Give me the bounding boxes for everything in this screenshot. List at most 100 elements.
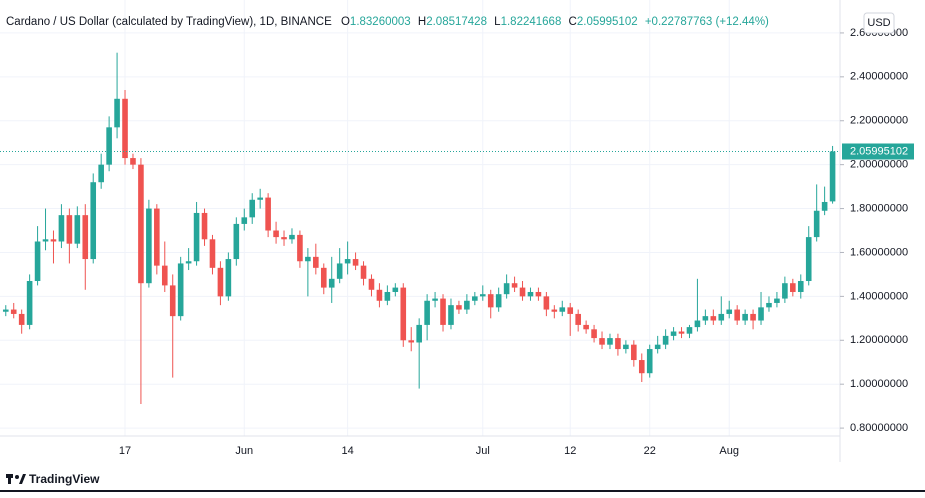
y-tick-label: 2.20000000 [850,115,908,127]
candle-body [646,349,653,374]
candle-body [742,313,748,321]
candle-body [662,335,669,345]
candle-body [726,309,733,314]
candle-body [670,331,677,336]
candle-body [575,313,581,325]
last-price-label: 2.05995102 [850,145,908,157]
candle-body [177,263,184,317]
candle-body [543,296,550,310]
candle-body [718,313,725,321]
candle-body [392,287,399,292]
candle-body [400,287,407,341]
candle-body [360,265,367,279]
candle-body [193,212,200,262]
y-tick-label: 0.80000000 [850,422,908,434]
candle-body [368,278,375,290]
candle-body [527,291,534,297]
candle-body [344,259,351,264]
y-tick-label: 1.20000000 [850,334,908,346]
candle-body [18,313,25,325]
candle-body [432,298,438,301]
candle-body [376,289,383,301]
ohlc-label: H [418,16,426,28]
candle-body [98,164,104,183]
x-tick-label: 14 [342,445,354,457]
x-tick-label: 12 [564,445,576,457]
candle-body [328,278,335,288]
candle-body [694,320,701,328]
candle-body [305,256,311,262]
currency-box[interactable] [863,12,895,34]
candle-body [217,267,224,297]
ohlc-label: O [341,16,350,28]
candle-body [209,239,216,268]
ohlc-label: C [569,16,577,28]
candle-body [50,239,57,242]
change-value: +0.22787763 (+12.44%) [645,16,769,28]
candle-body [591,329,597,339]
candle-body [734,309,740,321]
ohlc-value: 1.83260003 [350,16,411,28]
candle-body [225,259,232,297]
candle-body [90,182,97,260]
legend-header: Cardano / US Dollar (calculated by Tradi… [6,16,769,28]
brand-logo [6,474,26,484]
candle-body [758,307,764,321]
candle-body [638,360,645,374]
candle-body [265,197,271,231]
candle-body [185,261,192,264]
candle-body [408,340,415,343]
candle-body [273,230,279,238]
candle-body [607,338,613,345]
candle-body [320,267,327,288]
candle-body [678,331,685,334]
candle-body [448,305,454,325]
symbol-title: Cardano / US Dollar (calculated by Tradi… [6,16,332,28]
candle-body [464,300,470,310]
candle-body [297,234,303,262]
x-tick-label: Jun [235,445,253,457]
ohlc-value: 2.08517428 [426,16,487,28]
x-tick-label: 17 [119,445,131,457]
candle-body [479,294,486,297]
x-tick-label: 22 [644,445,656,457]
last-price-box [842,143,914,160]
candle-body [829,151,836,202]
candle-body [615,338,621,350]
candle-body [440,298,446,325]
candle-body [201,212,208,240]
candle-body [34,241,41,282]
candle-body [122,98,128,159]
candle-body [559,307,566,312]
candle-body [766,302,772,308]
candle-body [130,158,136,165]
candle-body [551,309,558,312]
candle-body [313,256,319,268]
candle-body [821,201,828,211]
candle-body [169,285,176,317]
candle-body [74,215,81,244]
candle-body [797,281,804,292]
y-tick-label: 1.80000000 [850,202,908,214]
candle-body [782,283,788,299]
candle-body [352,259,359,266]
candles [0,52,840,404]
brand-name: TradingView [29,472,100,486]
candle-body [281,237,287,240]
y-tick-label: 1.00000000 [850,378,908,390]
axes: 0.80000000 1.00000000 1.20000000 1.40000000… [119,27,914,457]
candle-body [813,210,820,238]
candle-body [567,307,574,314]
ohlc-value: 2.05995102 [577,16,638,28]
candle-body [495,294,502,308]
candle-body [416,324,422,343]
candle-body [511,283,518,288]
currency-label[interactable]: USD [867,17,890,29]
candle-body [456,305,462,310]
candle-body [82,215,89,260]
candle-body [289,234,295,240]
candle-body [42,239,49,242]
candle-body [10,309,17,314]
candle-body [750,313,756,321]
